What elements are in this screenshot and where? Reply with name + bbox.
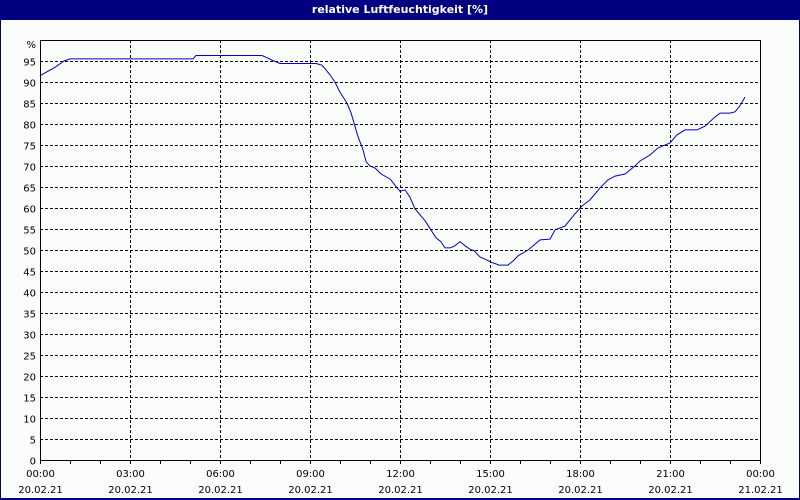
y-tick-label: 75 (23, 142, 36, 153)
x-tick-time-label: 15:00 (476, 469, 505, 480)
x-tick-date-label: 20.02.21 (108, 485, 153, 496)
x-tick-date-label: 20.02.21 (648, 485, 693, 496)
y-tick-label: 15 (23, 394, 36, 405)
y-tick-label: 40 (23, 289, 36, 300)
x-tick-time-label: 18:00 (566, 469, 595, 480)
humidity-series-line (39, 55, 746, 266)
x-tick-date-label: 20.02.21 (18, 485, 63, 496)
y-tick-label: 95 (23, 58, 36, 69)
plot-area-border (40, 40, 761, 461)
y-tick-label: 65 (23, 184, 36, 195)
y-tick-label: 25 (23, 352, 36, 363)
y-tick-label: 80 (23, 121, 36, 132)
y-tick-label: 30 (23, 331, 36, 342)
x-tick-date-label: 20.02.21 (288, 485, 333, 496)
y-tick-label: 90 (23, 79, 36, 90)
x-tick-time-label: 03:00 (116, 469, 145, 480)
y-tick-label: 20 (23, 373, 36, 384)
x-tick-time-label: 00:00 (746, 469, 775, 480)
x-tick-date-label: 20.02.21 (468, 485, 513, 496)
y-tick-label: 50 (23, 247, 36, 258)
y-tick-label: 10 (23, 415, 36, 426)
y-tick-label: 0 (30, 457, 36, 468)
x-tick-time-label: 00:00 (26, 469, 55, 480)
y-unit-label: % (26, 40, 36, 51)
x-tick-time-label: 21:00 (656, 469, 685, 480)
x-tick-date-label: 20.02.21 (378, 485, 423, 496)
x-tick-time-label: 06:00 (206, 469, 235, 480)
x-axis: 00:00 20.02.21 03:00 20.02.21 06:00 20.02.21 0… (18, 460, 783, 496)
y-tick-label: 5 (30, 436, 36, 447)
y-axis: 0 5 10 15 20 25 30 35 40 45 50 55 60 65 70 75 80 85 90 95% (23, 40, 36, 468)
y-tick-label: 85 (23, 100, 36, 111)
x-tick-date-label: 20.02.21 (558, 485, 603, 496)
x-tick-time-label: 09:00 (296, 469, 325, 480)
x-tick-time-label: 12:00 (386, 469, 415, 480)
y-tick-label: 60 (23, 205, 36, 216)
y-tick-label: 70 (23, 163, 36, 174)
grid-lines (40, 40, 760, 460)
x-tick-date-label: 21.02.21 (738, 485, 783, 496)
y-tick-label: 45 (23, 268, 36, 279)
y-tick-label: 35 (23, 310, 36, 321)
x-tick-date-label: 20.02.21 (198, 485, 243, 496)
chart-title: relative Luftfeuchtigkeit [%] (0, 0, 800, 20)
y-tick-label: 55 (23, 226, 36, 237)
